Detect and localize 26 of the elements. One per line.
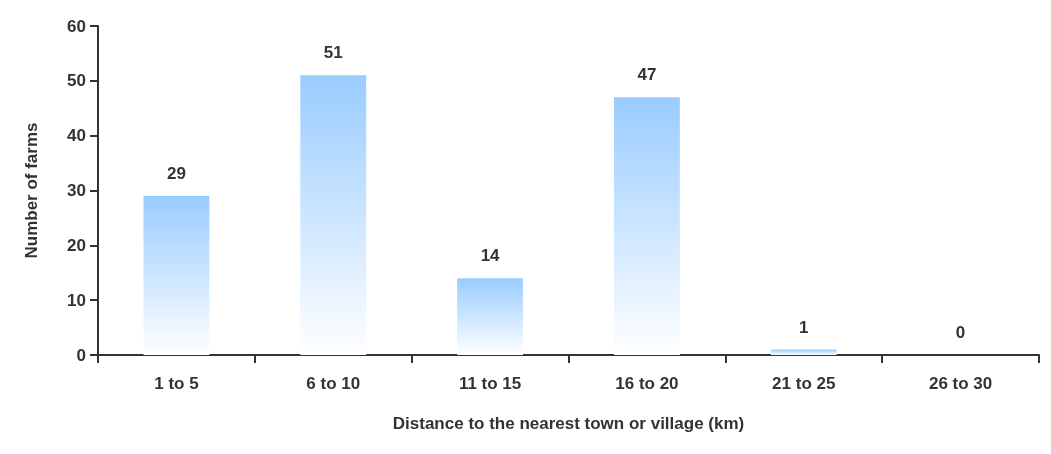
bar: [143, 195, 210, 355]
x-axis-title: Distance to the nearest town or village (km): [392, 414, 745, 433]
y-axis-title: Number of farms: [22, 122, 41, 259]
data-label: 1: [799, 317, 809, 337]
data-label: 14: [480, 246, 501, 266]
x-tick-label: 1 to 5: [154, 374, 199, 393]
data-label: 0: [955, 323, 966, 342]
x-tick-label: 21 to 25: [772, 374, 836, 393]
data-label: 47: [637, 65, 657, 85]
y-tick-label: 60: [67, 16, 86, 36]
bar: [613, 97, 680, 355]
y-tick-label: 40: [67, 126, 86, 146]
bar: [300, 75, 367, 355]
x-tick-label: 26 to 30: [928, 374, 993, 393]
x-tick-label: 16 to 20: [615, 374, 679, 393]
data-label: 29: [166, 163, 186, 183]
y-tick-label: 30: [67, 181, 86, 200]
bar: [457, 278, 524, 355]
y-tick-label: 20: [67, 235, 86, 255]
x-tick-label: 6 to 10: [306, 374, 361, 393]
y-tick-label: 10: [67, 290, 86, 310]
bar: [770, 349, 837, 355]
x-tick-label: 11 to 15: [458, 374, 522, 393]
y-tick-label: 50: [67, 71, 86, 91]
y-tick-label: 0: [76, 345, 86, 365]
data-label: 51: [323, 43, 343, 63]
